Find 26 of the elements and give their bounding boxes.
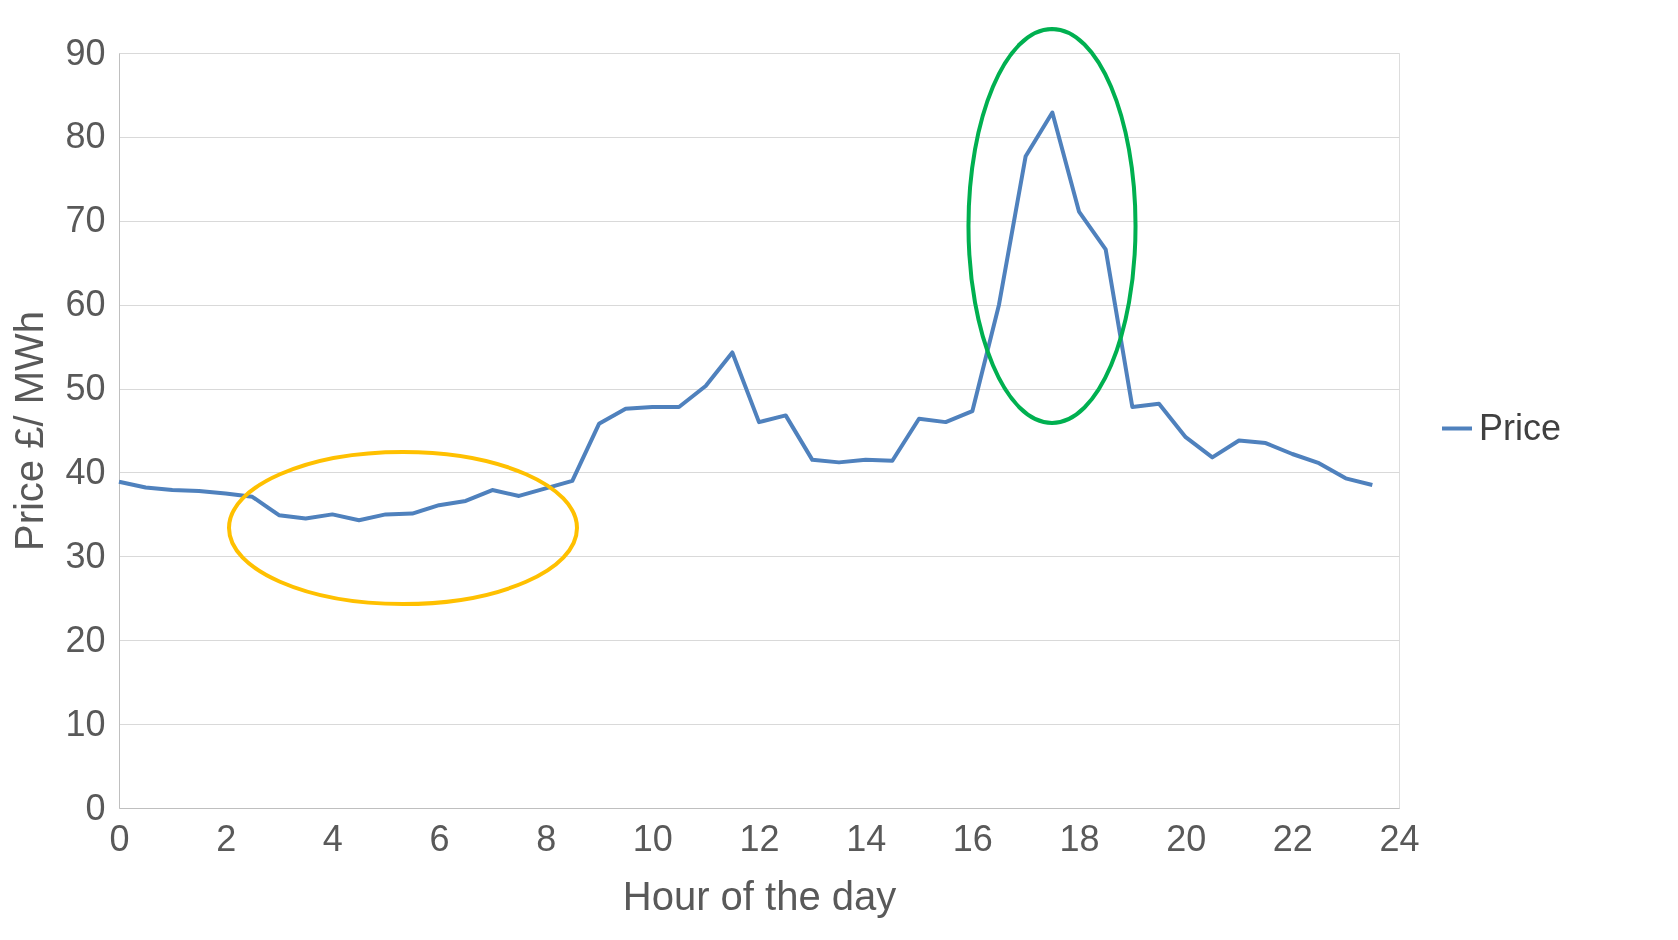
y-tick-label: 30 (65, 534, 106, 576)
x-tick-label: 20 (1166, 817, 1207, 859)
x-tick-label: 24 (1379, 817, 1420, 859)
y-tick-label: 80 (65, 115, 106, 157)
x-tick-label: 16 (952, 817, 993, 859)
x-tick-label: 4 (322, 817, 343, 859)
x-axis-title: Hour of the day (622, 873, 897, 918)
y-tick-label: 90 (65, 31, 106, 73)
x-tick-label: 18 (1059, 817, 1100, 859)
x-tick-label: 8 (536, 817, 557, 859)
x-tick-label: 22 (1272, 817, 1313, 859)
legend-label: Price (1479, 406, 1562, 448)
y-tick-label: 10 (65, 702, 106, 744)
y-axis-title: Price £/ MWh (7, 310, 52, 552)
x-tick-label: 10 (632, 817, 673, 859)
y-tick-label: 70 (65, 199, 106, 241)
x-tick-label: 6 (429, 817, 450, 859)
line-series (117, 110, 1375, 523)
x-tick-label: 2 (216, 817, 237, 859)
y-tick-label: 0 (85, 786, 106, 828)
y-tick-label: 50 (65, 367, 106, 409)
y-tick-label: 60 (65, 283, 106, 325)
y-tick-label: 40 (65, 450, 106, 492)
x-tick-label: 14 (846, 817, 887, 859)
x-tick-label: 12 (739, 817, 780, 859)
y-tick-label: 20 (65, 618, 106, 660)
